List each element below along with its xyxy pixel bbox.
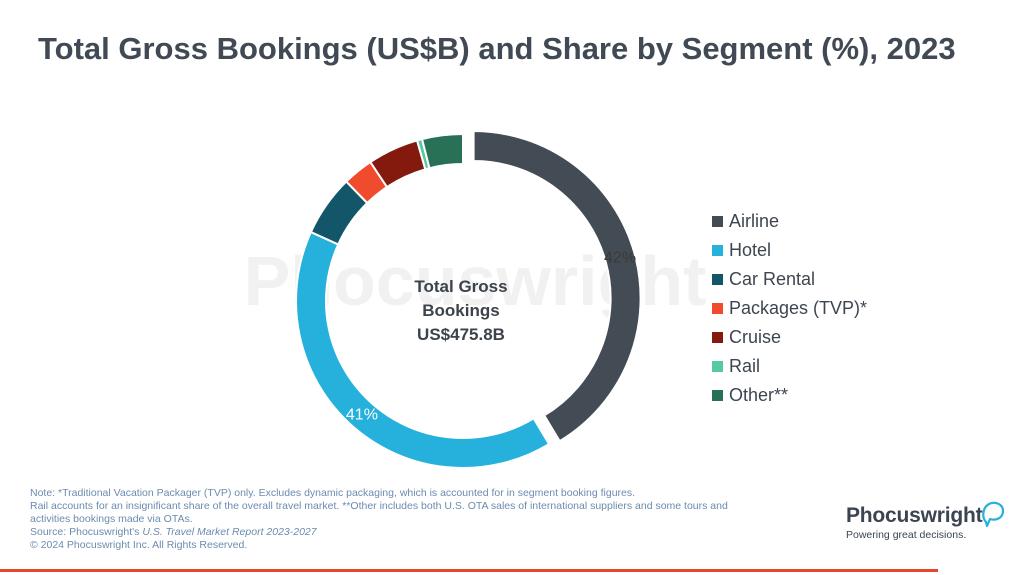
data-label-airline: 42% — [604, 249, 636, 266]
legend-swatch — [712, 332, 723, 343]
legend-label: Hotel — [729, 240, 772, 260]
chart-legend: Airline Hotel Car Rental Packages (TVP)* Cru… — [712, 207, 867, 410]
legend-label: Other** — [729, 385, 789, 405]
source-report-title: U.S. Travel Market Report 2023-2027 — [142, 526, 317, 538]
legend-item-cruise: Cruise — [712, 323, 867, 352]
legend-swatch — [712, 216, 723, 227]
legend-swatch — [712, 245, 723, 256]
legend-swatch — [712, 361, 723, 372]
center-label-line-3: US$475.8B — [417, 325, 505, 344]
center-label-line-1: Total Gross — [414, 277, 507, 296]
legend-swatch — [712, 303, 723, 314]
chart-title: Total Gross Bookings (US$B) and Share by… — [38, 31, 956, 66]
speech-bubble-icon — [982, 501, 1005, 528]
legend-label: Car Rental — [729, 269, 816, 289]
legend-item-packages-tvp: Packages (TVP)* — [712, 294, 867, 323]
legend-label: Airline — [729, 211, 780, 231]
phocuswright-logo: Phocuswright Powering great decisions. — [846, 501, 1005, 541]
footnote-line-1: Note: *Traditional Vacation Packager (TV… — [30, 487, 636, 499]
footnote-line-2: Rail accounts for an insignificant share… — [30, 500, 728, 512]
source-line: Source: Phocuswright's U.S. Travel Marke… — [30, 526, 790, 539]
slice-labels: 42% 41% — [346, 249, 636, 423]
slice-airline — [472, 130, 642, 443]
donut-slices — [295, 130, 642, 469]
logo-wordmark: Phocuswright — [846, 504, 983, 527]
copyright-line: © 2024 Phocuswright Inc. All Rights Rese… — [30, 539, 248, 551]
bottom-accent-rule — [0, 569, 938, 572]
legend-item-other: Other** — [712, 381, 867, 410]
center-label-line-2: Bookings — [422, 301, 499, 320]
logo-tagline: Powering great decisions. — [846, 529, 967, 541]
legend-swatch — [712, 274, 723, 285]
legend-swatch — [712, 390, 723, 401]
legend-item-rail: Rail — [712, 352, 867, 381]
legend-item-car-rental: Car Rental — [712, 265, 867, 294]
legend-item-airline: Airline — [712, 207, 867, 236]
source-prefix: Source: Phocuswright's — [30, 526, 143, 538]
footnote-line-3: activities bookings made via OTAs. — [30, 513, 193, 525]
slice-other — [420, 132, 464, 170]
legend-label: Rail — [729, 356, 761, 376]
data-label-hotel: 41% — [346, 407, 378, 424]
legend-label: Packages (TVP)* — [729, 298, 868, 318]
footnote-block: Note: *Traditional Vacation Packager (TV… — [30, 487, 790, 552]
legend-label: Cruise — [729, 327, 782, 347]
legend-item-hotel: Hotel — [712, 236, 867, 265]
